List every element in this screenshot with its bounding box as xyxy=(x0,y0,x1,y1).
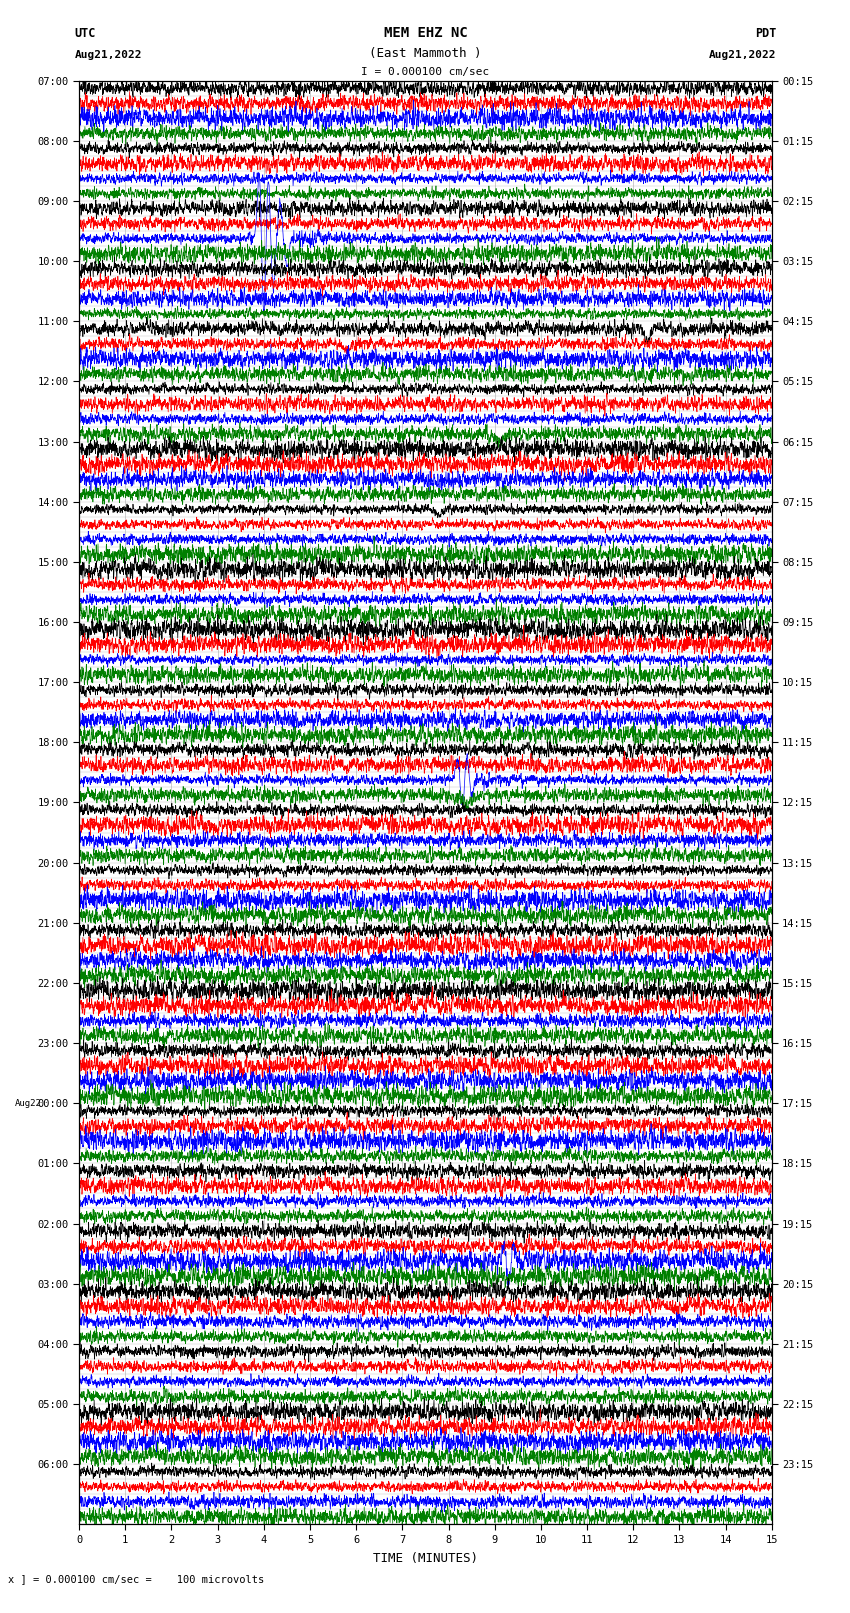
X-axis label: TIME (MINUTES): TIME (MINUTES) xyxy=(373,1552,478,1565)
Text: (East Mammoth ): (East Mammoth ) xyxy=(369,47,482,60)
Text: x ] = 0.000100 cm/sec =    100 microvolts: x ] = 0.000100 cm/sec = 100 microvolts xyxy=(8,1574,264,1584)
Text: I = 0.000100 cm/sec: I = 0.000100 cm/sec xyxy=(361,68,490,77)
Text: PDT: PDT xyxy=(755,27,776,40)
Text: Aug21,2022: Aug21,2022 xyxy=(75,50,142,60)
Text: Aug21,2022: Aug21,2022 xyxy=(709,50,776,60)
Text: Aug22: Aug22 xyxy=(15,1098,42,1108)
Text: MEM EHZ NC: MEM EHZ NC xyxy=(383,26,468,40)
Text: UTC: UTC xyxy=(75,27,96,40)
